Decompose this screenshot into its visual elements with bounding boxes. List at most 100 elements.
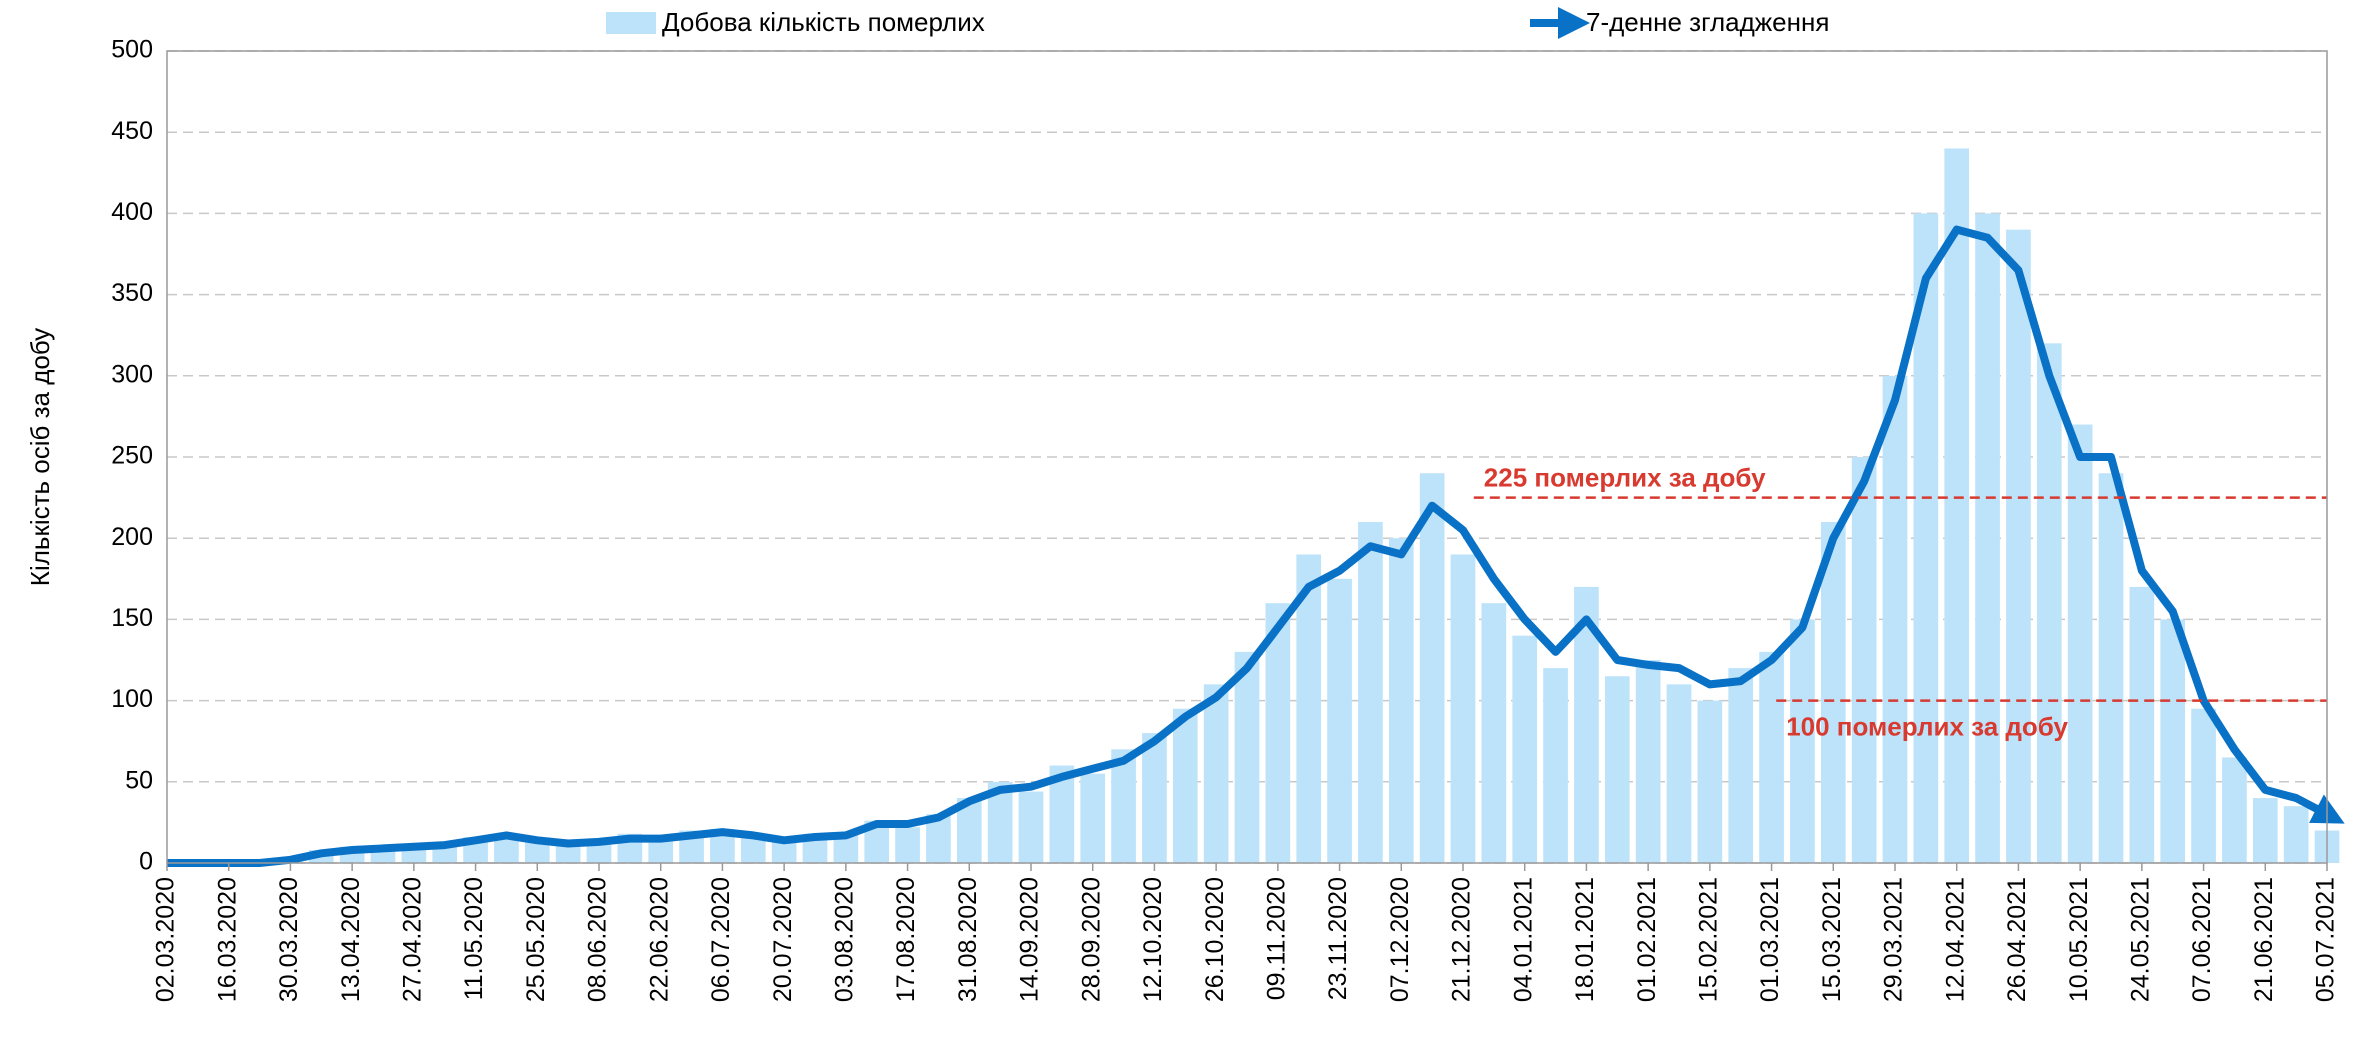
x-tick-label: 25.05.2020 [522,877,550,1002]
x-tick-label: 20.07.2020 [769,877,797,1002]
bar [1759,651,1784,863]
legend-label: 7-денне згладження [1586,7,1829,37]
x-tick-label: 16.03.2020 [213,877,241,1002]
x-tick-label: 29.03.2021 [1880,877,1908,1002]
x-tick-label: 02.03.2020 [152,877,180,1002]
bar [1481,603,1507,863]
bar [2067,424,2093,863]
y-tick-label: 500 [111,36,153,64]
y-tick-label: 450 [111,117,153,145]
bar [1851,457,1877,863]
x-tick-label: 18.01.2021 [1571,877,1599,1002]
bar [1327,578,1352,863]
x-tick-label: 05.07.2021 [2312,877,2340,1002]
x-tick-label: 21.12.2020 [1448,877,1476,1002]
x-tick-label: 26.10.2020 [1201,877,1229,1002]
x-tick-label: 15.03.2021 [1818,877,1846,1002]
x-tick-label: 10.05.2021 [2065,877,2093,1002]
bar [2222,757,2247,863]
bar [1388,538,1414,863]
bar [1142,733,1167,863]
legend-label: Добова кількість померлих [662,7,985,37]
bar [2098,473,2124,863]
bar [1944,148,1970,863]
x-tick-label: 01.03.2021 [1756,877,1784,1002]
x-tick-label: 14.09.2020 [1016,877,1044,1002]
legend-swatch [606,12,656,34]
y-tick-label: 250 [111,442,153,470]
x-tick-label: 06.07.2020 [707,877,735,1002]
bar [2160,619,2186,863]
x-tick-label: 31.08.2020 [954,877,982,1002]
x-tick-label: 17.08.2020 [892,877,920,1002]
bar [1543,668,1568,863]
x-tick-label: 13.04.2020 [337,877,365,1002]
x-tick-label: 12.10.2020 [1139,877,1167,1002]
y-axis-label: Кількість осіб за добу [25,328,55,586]
bar [1635,660,1661,863]
y-tick-label: 400 [111,198,153,226]
bar [648,840,674,863]
x-tick-label: 12.04.2021 [1941,877,1969,1002]
bar [1172,708,1198,863]
bar [1728,668,1754,863]
y-tick-label: 300 [111,360,153,388]
bar [1450,554,1476,863]
annotation: 100 померлих за добу [1786,711,2068,741]
bar [1512,635,1538,863]
bar [524,841,550,863]
bar [2129,586,2155,863]
bar [1697,700,1723,863]
x-tick-label: 03.08.2020 [830,877,858,1002]
y-tick-label: 150 [111,604,153,632]
x-tick-label: 15.02.2021 [1694,877,1722,1002]
x-tick-label: 21.06.2021 [2250,877,2278,1002]
x-tick-label: 28.09.2020 [1077,877,1105,1002]
smoothed-line [167,225,2345,867]
bar [1666,684,1692,863]
bar [1234,651,1260,863]
bar [1604,676,1630,863]
bar [1975,213,2000,863]
bar [1790,619,1815,863]
bar [1820,521,1846,863]
bar [1111,749,1136,863]
y-tick-label: 350 [111,279,153,307]
bar [1358,521,1383,863]
x-tick-label: 07.12.2020 [1386,877,1414,1002]
x-tick-label: 23.11.2020 [1324,877,1352,1000]
x-tick-label: 09.11.2020 [1262,877,1290,1000]
x-tick-label: 08.06.2020 [584,877,612,1002]
y-tick-label: 50 [125,766,153,794]
x-tick-label: 24.05.2021 [2126,877,2154,1002]
x-tick-label: 26.04.2021 [2003,877,2031,1002]
bar [1419,473,1445,863]
bar [1296,554,1322,863]
x-tick-label: 01.02.2021 [1633,877,1661,1002]
y-tick-label: 100 [111,685,153,713]
bar [2006,229,2031,863]
bar [1882,375,1908,863]
annotation: 225 померлих за добу [1484,462,1766,492]
bar [2283,806,2309,863]
bar [1080,773,1106,863]
x-tick-label: 27.04.2020 [398,877,426,1002]
x-tick-label: 07.06.2021 [2188,877,2216,1002]
x-tick-label: 22.06.2020 [645,877,673,1002]
y-tick-label: 0 [139,848,153,876]
x-tick-label: 30.03.2020 [275,877,303,1002]
bar [1265,603,1291,863]
bar [2191,708,2216,863]
x-tick-label: 11.05.2020 [460,877,488,1000]
bar [1203,684,1229,863]
bar [2036,343,2062,863]
x-tick-label: 04.01.2021 [1509,877,1537,1002]
bar [740,837,766,863]
bar [555,845,581,863]
bar [895,827,920,863]
plot-frame [166,50,2328,864]
bar [1018,791,1044,863]
y-tick-label: 200 [111,523,153,551]
bar [2252,798,2278,863]
